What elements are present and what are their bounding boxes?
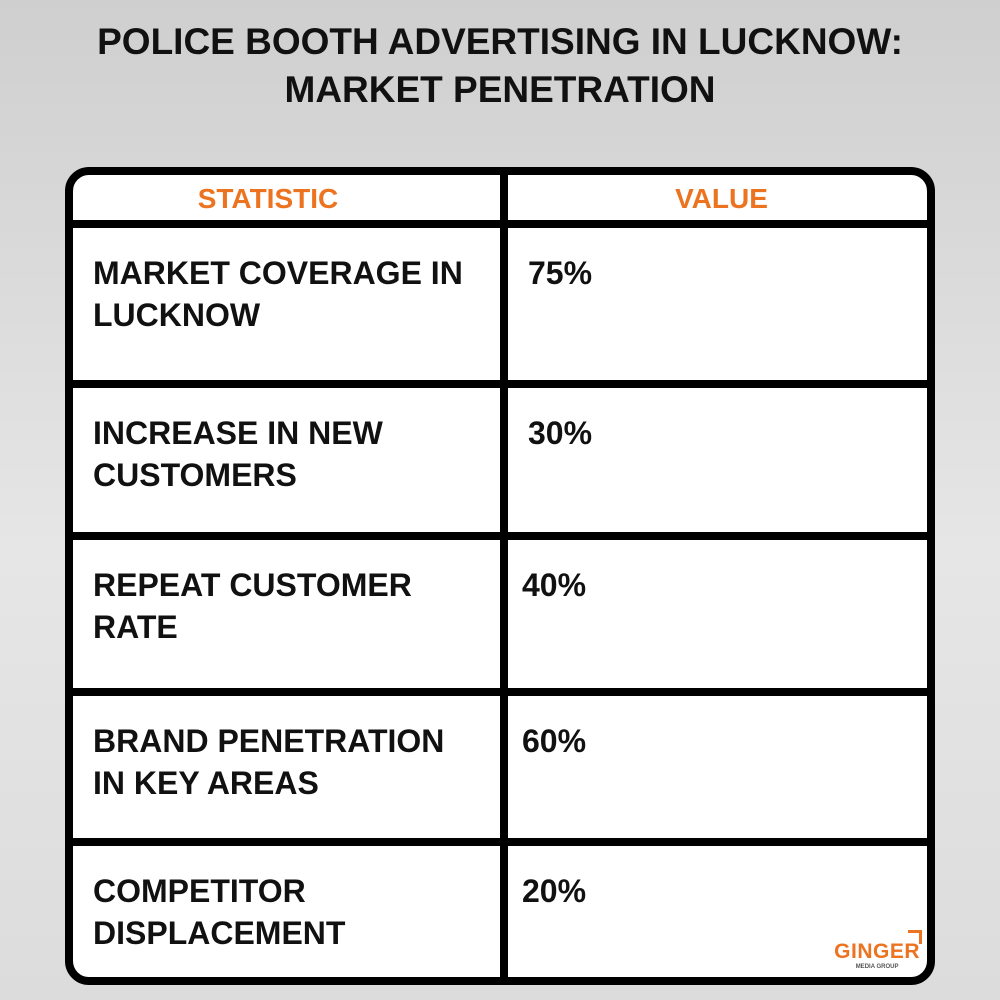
value-cell: 20% bbox=[522, 873, 587, 909]
statistic-cell: COMPETITOR DISPLACEMENT bbox=[93, 873, 346, 951]
column-divider bbox=[500, 175, 508, 977]
row-divider bbox=[73, 532, 927, 540]
value-cell: 40% bbox=[522, 567, 587, 603]
value-cell: 60% bbox=[522, 723, 587, 759]
statistic-cell: INCREASE IN NEW CUSTOMERS bbox=[93, 415, 383, 493]
logo-icon bbox=[908, 930, 922, 944]
row-divider bbox=[73, 220, 927, 228]
statistic-cell: REPEAT CUSTOMER RATE bbox=[93, 567, 412, 645]
row-divider bbox=[73, 688, 927, 696]
statistic-cell: BRAND PENETRATION IN KEY AREAS bbox=[93, 723, 445, 801]
column-header: STATISTIC bbox=[197, 183, 339, 214]
statistic-cell: MARKET COVERAGE IN LUCKNOW bbox=[93, 255, 463, 333]
row-divider bbox=[73, 838, 927, 846]
logo-name: GINGER bbox=[834, 940, 920, 963]
value-cell: 75% bbox=[528, 255, 593, 291]
column-header: VALUE bbox=[675, 183, 768, 214]
row-divider bbox=[73, 380, 927, 388]
title: POLICE BOOTH ADVERTISING IN LUCKNOW: MAR… bbox=[97, 21, 903, 110]
table: STATISTIC VALUE MARKET COVERAGE IN LUCKN… bbox=[65, 167, 935, 985]
value-cell: 30% bbox=[528, 415, 593, 451]
logo: GINGER MEDIA GROUP bbox=[834, 940, 920, 970]
logo-tagline: MEDIA GROUP bbox=[855, 964, 899, 970]
